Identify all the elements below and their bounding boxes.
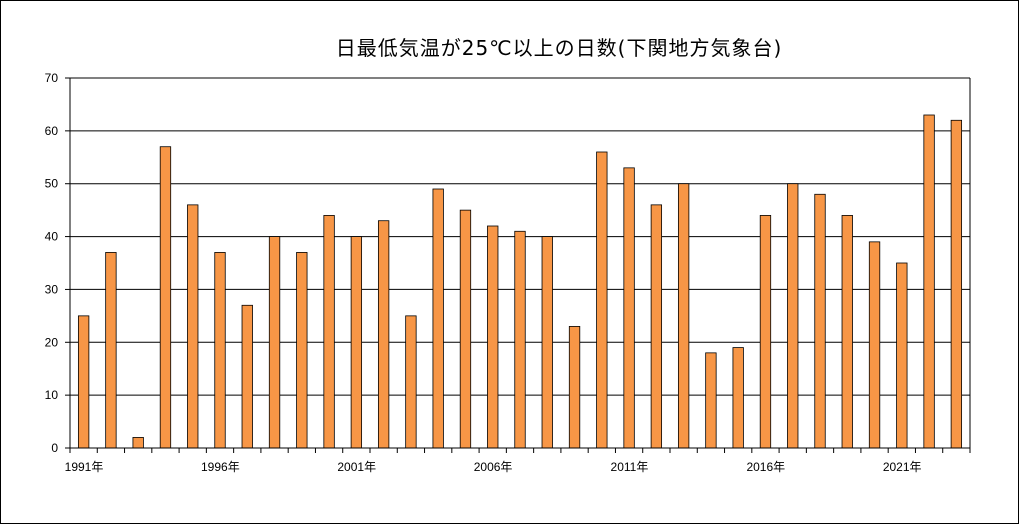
x-tick-label: 2006年 (474, 460, 513, 474)
bar (187, 204, 199, 449)
bar (487, 225, 499, 449)
y-tick-label: 0 (51, 441, 58, 455)
chart-title: 日最低気温が25℃以上の日数(下関地方気象台) (335, 36, 783, 60)
bar (132, 437, 144, 449)
bar (77, 315, 90, 449)
bar (296, 252, 308, 449)
y-tick-label: 10 (45, 388, 59, 402)
bar (268, 236, 281, 449)
y-tick-label: 20 (45, 335, 59, 349)
x-tick-label: 2011年 (611, 460, 649, 474)
bar (950, 119, 963, 449)
bar (705, 352, 717, 449)
x-tick-label: 2016年 (746, 460, 785, 474)
bar (650, 204, 663, 449)
bar (841, 215, 853, 449)
bar (596, 151, 608, 449)
bars (77, 114, 963, 449)
bar (214, 252, 226, 449)
x-tick-label: 2021年 (883, 460, 922, 474)
tick-labels: 0 10 20 30 40 50 60 70 1991年 1996年 2001年 2006年 2011年… (45, 71, 922, 474)
bar (105, 252, 117, 449)
bar (405, 315, 417, 449)
y-tick-label: 50 (45, 177, 59, 191)
bar (759, 215, 772, 449)
bar (732, 347, 744, 449)
bar (541, 236, 553, 449)
bar (787, 183, 799, 449)
y-tick-label: 70 (45, 71, 59, 85)
bar (677, 183, 690, 449)
bar (568, 326, 581, 449)
bar (323, 215, 335, 449)
bar (868, 241, 881, 449)
y-tick-label: 40 (45, 230, 59, 244)
bar (623, 167, 635, 449)
x-tick-label: 1991年 (65, 460, 104, 474)
x-tick-label: 1996年 (201, 460, 240, 474)
bar (241, 304, 253, 449)
y-tick-label: 60 (45, 124, 59, 138)
bar (814, 193, 826, 449)
bar (514, 230, 526, 449)
x-tick-label: 2001年 (337, 460, 376, 474)
bar (350, 236, 363, 449)
bar (159, 146, 172, 449)
bar (432, 188, 444, 449)
bar (923, 114, 935, 449)
axes (65, 77, 971, 453)
bar (896, 262, 908, 449)
y-tick-label: 30 (45, 282, 59, 296)
bar (377, 220, 390, 449)
bar (459, 209, 472, 449)
